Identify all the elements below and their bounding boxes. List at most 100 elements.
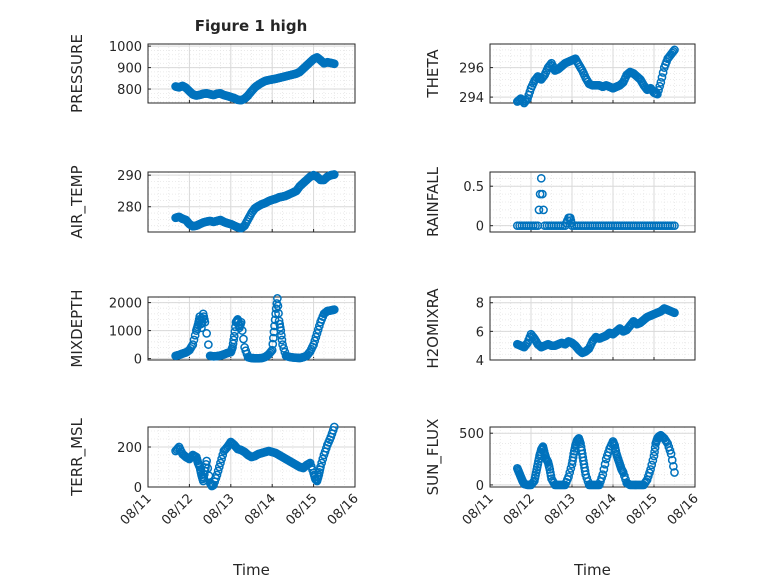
data-point [647,460,657,470]
x-tick-label: 08/13 [201,491,238,528]
xlabel: Time [232,561,270,579]
axes-box [147,43,356,104]
data-point [201,459,211,469]
subplot-pressure: 800 900 1000 PRESSURE [68,34,356,113]
data-point [188,340,198,349]
x-tick-label: 08/14 [242,491,279,528]
data-point [317,458,326,468]
data-point [654,85,663,95]
series-markers [512,304,679,358]
y-tick-label: 296 [459,62,484,77]
subplot-rainfall: 0 0.5 RAINFALL [424,166,696,237]
data-point [270,321,279,331]
data-point [648,456,658,465]
data-point [653,89,662,99]
data-point [216,458,225,468]
data-point [670,45,679,55]
data-point [598,470,608,479]
data-point [658,68,668,77]
series-markers [512,45,679,108]
ylabel-2: AIR_TEMP [68,165,87,238]
x-tick-label: 08/11 [460,491,497,528]
y-tick-label: 294 [459,91,484,106]
subplot-sun-flux: 0 500 SUN_FLUX 08/11 08/12 08/13 08/14 08/15 08/… [424,419,702,579]
data-point [329,59,339,69]
data-point [269,333,278,343]
ylabel-7: SUN_FLUX [424,419,443,496]
data-point [276,326,286,335]
subplot-theta: 294 296 THETA [424,43,696,108]
data-point [313,325,323,335]
data-point [670,468,679,477]
data-point [218,450,228,460]
data-point [538,189,547,199]
subplot-air-temp: 280 290 AIR_TEMP [68,165,356,239]
subplot-h2omixra: 4 6 8 H2OMIXRA [424,288,696,369]
data-point [329,422,339,432]
y-tick-label: 200 [117,441,142,456]
y-tick-label: 0 [134,481,142,496]
data-point [666,449,676,459]
ylabel-3: RAINFALL [424,166,442,237]
x-tick-label: 08/15 [624,491,661,528]
data-point [522,339,531,349]
ylabel-6: TERR_MSL [68,417,87,496]
y-tick-label: 0 [476,220,484,235]
data-point [329,170,339,179]
axes-box [147,426,356,488]
y-tick-label: 500 [459,427,484,442]
ylabel-4: MIXDEPTH [68,289,86,367]
data-point [311,332,321,342]
axes-box [147,171,356,233]
x-tick-label: 08/14 [583,491,620,528]
data-point [239,334,248,344]
data-point [522,95,531,105]
data-point [568,452,578,462]
axes-box [489,171,696,233]
series-markers [512,173,679,231]
ylabel-0: PRESSURE [68,34,86,113]
data-point [649,451,659,461]
x-tick-label: 08/13 [542,491,579,528]
series-markers [171,170,339,233]
data-point [669,47,678,56]
data-point [670,221,679,231]
data-point [268,339,278,349]
data-point [237,326,247,335]
series-markers [171,52,339,105]
data-point [534,205,544,215]
data-point [275,322,285,332]
data-point [667,455,677,465]
data-point [277,330,286,340]
data-point [650,447,659,457]
series-markers [512,430,679,490]
x-tick-label: 08/11 [118,491,155,528]
data-point [278,340,287,349]
data-point [267,345,277,355]
data-point [202,329,211,338]
data-point [312,329,322,338]
y-tick-label: 2000 [109,297,142,312]
x-tick-label: 08/12 [501,491,538,528]
xlabel: Time [573,561,611,579]
axes-box [489,296,696,361]
data-point [564,472,573,482]
y-tick-label: 0.5 [463,180,484,195]
data-point [279,343,289,353]
y-tick-label: 280 [117,201,142,216]
data-point [329,305,339,314]
subplot-mixdepth: 0 1000 2000 MIXDEPTH [68,289,356,368]
data-point [277,335,287,345]
data-point [657,73,667,82]
y-tick-label: 0 [134,353,142,368]
data-point [565,468,575,477]
y-tick-label: 800 [117,83,142,98]
data-point [536,173,546,183]
data-point [236,317,246,327]
y-tick-label: 290 [117,169,142,184]
series-markers [171,422,339,491]
data-point [316,462,325,472]
series-markers [171,294,339,363]
